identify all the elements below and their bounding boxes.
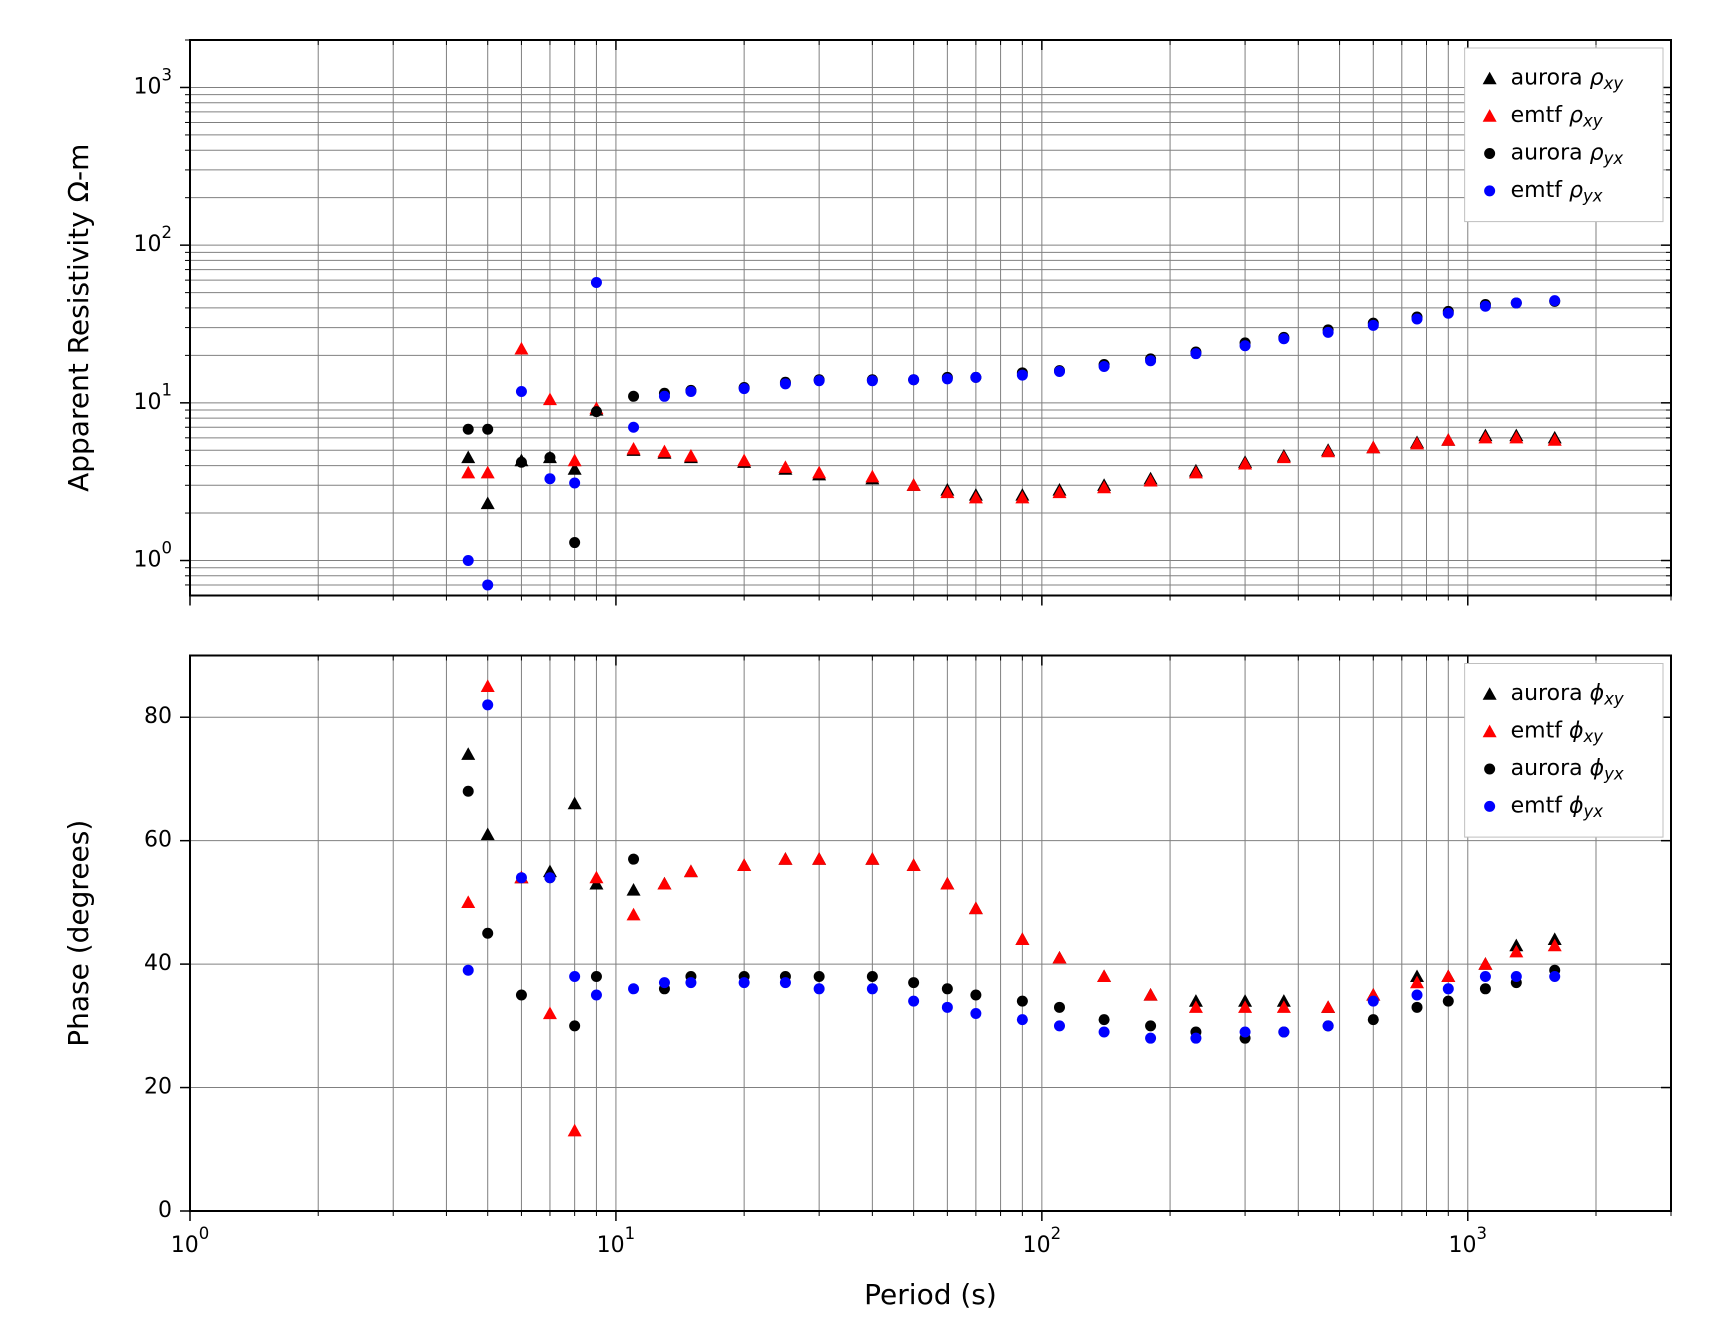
svg-text:102: 102: [1023, 1223, 1062, 1258]
panel-resistivity: 100 101 102 103 Apparent Resistivity Ω-m auro…: [62, 40, 1671, 606]
svg-text:40: 40: [144, 951, 172, 976]
svg-text:102: 102: [134, 223, 173, 258]
svg-text:80: 80: [144, 704, 172, 729]
svg-text:60: 60: [144, 828, 172, 853]
ylabel-phase: Phase (degrees): [62, 820, 95, 1047]
legend-phase: aurora ϕxyemtf ϕxyaurora ϕyxemtf ϕyx: [1465, 664, 1663, 838]
svg-text:100: 100: [171, 1223, 210, 1258]
panel-phase: 100 101 102 103 0 20 40 60 80 Phase (degrees) auro…: [62, 656, 1671, 1259]
svg-text:0: 0: [158, 1198, 172, 1223]
xlabel: Period (s): [864, 1278, 997, 1311]
svg-text:100: 100: [134, 538, 173, 573]
chart-container: 100 101 102 103 Apparent Resistivity Ω-m auro…: [0, 0, 1731, 1331]
svg-text:103: 103: [134, 65, 173, 100]
chart-svg: 100 101 102 103 Apparent Resistivity Ω-m auro…: [0, 0, 1731, 1331]
ylabel-resistivity: Apparent Resistivity Ω-m: [62, 144, 95, 492]
svg-text:101: 101: [134, 380, 173, 415]
svg-text:20: 20: [144, 1075, 172, 1100]
legend-resistivity: aurora ρxyemtf ρxyaurora ρyxemtf ρyx: [1465, 48, 1663, 222]
svg-text:103: 103: [1449, 1223, 1488, 1258]
svg-text:101: 101: [597, 1223, 636, 1258]
